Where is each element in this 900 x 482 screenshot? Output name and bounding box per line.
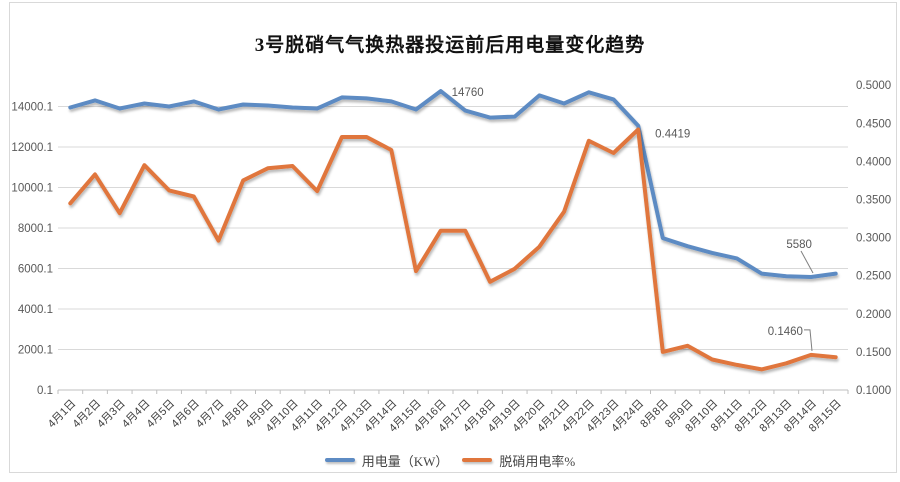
legend-label-power: 用电量（KW） <box>361 453 449 469</box>
data-label: 14760 <box>452 87 484 99</box>
legend-item-power[interactable]: 用电量（KW） <box>324 451 449 470</box>
left-axis-label: 2000.1 <box>18 345 53 357</box>
right-axis-label: 0.1500 <box>856 347 891 359</box>
annotation-leader <box>800 250 814 274</box>
right-axis-label: 0.1000 <box>856 385 891 397</box>
legend-label-rate: 脱硝用电率% <box>499 453 576 469</box>
right-axis-label: 0.2000 <box>856 309 891 321</box>
right-axis-label: 0.3500 <box>856 195 891 207</box>
right-axis-label: 0.5000 <box>856 80 891 92</box>
axes: 0.1 2000.1 4000.1 6000.1 8000.1 10000.1 12000.… <box>11 80 891 434</box>
left-axis-label: 8000.1 <box>18 223 53 235</box>
legend-swatch-power <box>324 458 355 462</box>
annotation-leader <box>804 329 813 351</box>
data-label: 0.4419 <box>655 128 690 140</box>
right-axis-label: 0.3000 <box>856 233 891 245</box>
right-axis-label: 0.4500 <box>856 118 891 130</box>
legend-item-rate[interactable]: 脱硝用电率% <box>462 451 575 470</box>
series-line-0 <box>68 89 838 279</box>
chart-legend: 用电量（KW） 脱硝用电率% <box>0 449 900 471</box>
data-label: 0.1460 <box>768 326 803 338</box>
legend-swatch-rate <box>462 458 493 462</box>
chart-frame <box>9 2 897 473</box>
left-axis-label: 0.1 <box>37 385 53 397</box>
annotations: 14760 0.4419 5580 0.1460 <box>452 87 814 351</box>
gridlines <box>58 106 848 350</box>
data-series <box>68 89 838 372</box>
left-axis-label: 4000.1 <box>18 304 53 316</box>
left-axis-label: 6000.1 <box>18 264 53 276</box>
right-axis-label: 0.4000 <box>856 156 891 168</box>
left-axis-label: 14000.1 <box>11 102 53 114</box>
left-axis-label: 10000.1 <box>11 183 53 195</box>
data-label: 5580 <box>786 239 812 251</box>
right-axis-label: 0.2500 <box>856 271 891 283</box>
left-axis-label: 12000.1 <box>11 142 53 154</box>
series-line-1 <box>68 127 838 372</box>
chart-title: 3号脱硝气气换热器投运前后用电量变化趋势 <box>254 35 646 56</box>
